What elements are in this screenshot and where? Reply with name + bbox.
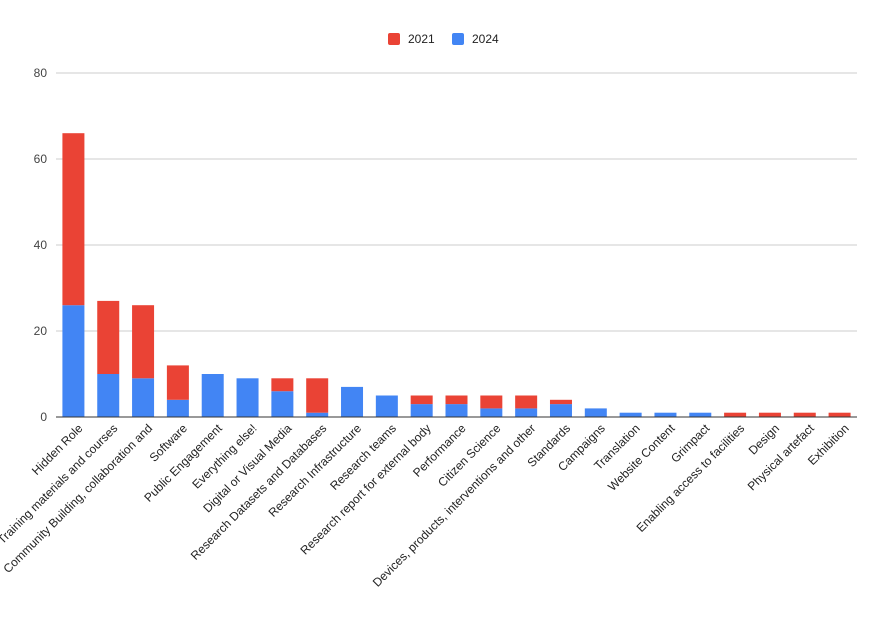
bar-2024 xyxy=(445,404,468,417)
bar-2021 xyxy=(758,412,781,417)
gridlines xyxy=(56,72,857,332)
y-tick-label: 80 xyxy=(34,66,48,80)
bar-2024 xyxy=(201,374,224,417)
x-category-label: Community Building, collaboration and xyxy=(0,421,155,576)
bar-2024 xyxy=(480,408,503,417)
bar-2024 xyxy=(271,391,294,417)
bar-2024 xyxy=(97,374,120,417)
x-category-label: Devices, products, interventions and oth… xyxy=(370,421,538,589)
bar-2024 xyxy=(584,408,607,417)
y-tick-label: 20 xyxy=(34,324,48,338)
y-tick-label: 60 xyxy=(34,152,48,166)
bar-2024 xyxy=(306,412,329,417)
bar-2021 xyxy=(271,378,294,392)
bar-2021 xyxy=(132,305,155,379)
bar-2021 xyxy=(793,412,816,417)
bar-2024 xyxy=(689,412,712,417)
bars xyxy=(62,133,851,417)
bar-2021 xyxy=(828,412,851,417)
bar-2021 xyxy=(724,412,747,417)
bar-2021 xyxy=(549,399,572,405)
bar-2024 xyxy=(132,378,155,417)
y-tick-label: 0 xyxy=(40,410,47,424)
y-axis-tick-labels: 0 20 40 60 80 xyxy=(34,66,48,424)
bar-2021 xyxy=(410,395,433,405)
legend-item-2021: 2021 xyxy=(388,32,435,46)
bar-2024 xyxy=(62,305,85,417)
legend-label: 2024 xyxy=(472,32,499,46)
bar-2021 xyxy=(306,378,329,413)
bar-2024 xyxy=(515,408,538,417)
legend-item-2024: 2024 xyxy=(452,32,499,46)
legend-label: 2021 xyxy=(408,32,435,46)
bar-2021 xyxy=(515,395,538,409)
y-tick-label: 40 xyxy=(34,238,48,252)
bar-2024 xyxy=(619,412,642,417)
bar-2024 xyxy=(549,404,572,417)
bar-2021 xyxy=(480,395,503,409)
bar-2021 xyxy=(166,365,189,400)
bar-2021 xyxy=(445,395,468,405)
bar-2024 xyxy=(341,386,364,417)
legend: 2021 2024 xyxy=(388,32,499,46)
legend-swatch xyxy=(388,33,400,45)
bar-2021 xyxy=(97,300,120,374)
legend-swatch xyxy=(452,33,464,45)
bar-2024 xyxy=(166,399,189,417)
bar-2024 xyxy=(654,412,677,417)
bar-2024 xyxy=(410,404,433,417)
bar-2024 xyxy=(375,395,398,417)
bar-2024 xyxy=(236,378,259,417)
bar-2021 xyxy=(62,133,85,306)
